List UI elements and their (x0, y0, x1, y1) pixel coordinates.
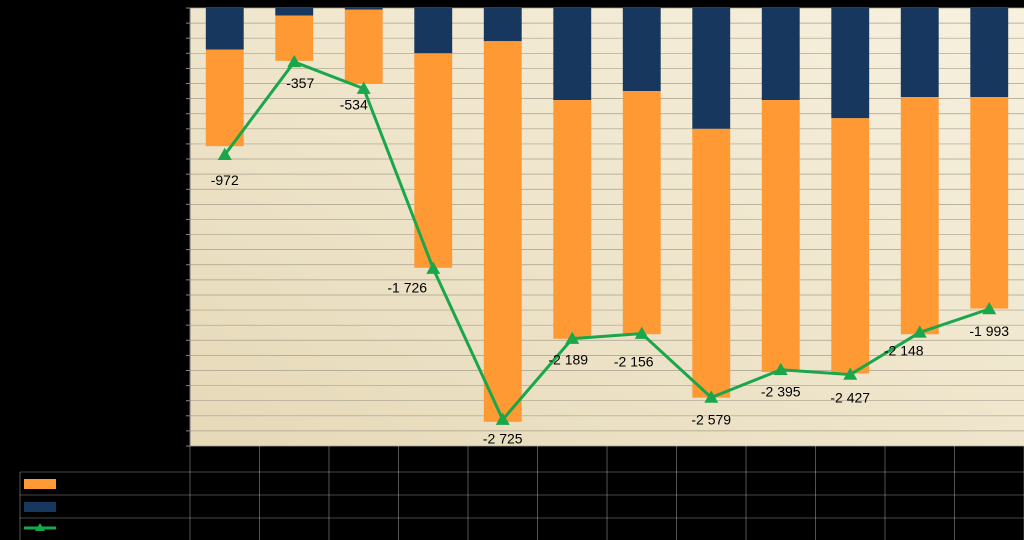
bar-navy (553, 8, 592, 101)
bar-navy (414, 8, 453, 54)
bar-navy (275, 8, 314, 16)
plot-area (190, 8, 1024, 446)
data-label: -1 993 (969, 323, 1009, 339)
bar-navy (483, 8, 522, 42)
data-label: -2 156 (614, 354, 654, 370)
bar-orange (831, 118, 870, 374)
bar-orange (344, 9, 383, 84)
line-point (773, 362, 788, 375)
line-point (634, 326, 649, 339)
bar-orange (900, 97, 939, 335)
bar-orange (692, 128, 731, 398)
data-label: -1 726 (387, 280, 427, 296)
data-labels: -972 -357 -534 -1 726 -2 725 -2 189 -2 156 -2 5… (211, 75, 1010, 447)
data-label: -2 725 (483, 431, 523, 447)
data-label: -2 189 (548, 352, 588, 368)
bar-orange (622, 91, 661, 335)
line-point (217, 147, 232, 161)
line-point (426, 261, 441, 274)
y-axis-ticks (186, 7, 190, 447)
bar-orange (970, 97, 1009, 309)
data-label: -534 (340, 97, 368, 113)
data-label: -2 395 (761, 384, 801, 400)
line-point (565, 331, 580, 344)
data-label: -2 148 (884, 342, 924, 358)
line-point (843, 367, 858, 380)
data-label: -2 427 (830, 390, 870, 406)
data-label: -357 (286, 75, 314, 91)
legend-key-marker (35, 523, 45, 531)
line-point (356, 81, 371, 94)
line-point (495, 412, 510, 425)
bar-navy (205, 8, 244, 50)
bar-orange (205, 49, 244, 147)
bar-orange (761, 100, 800, 372)
bar-navy (622, 8, 661, 92)
bar-navy (692, 8, 731, 129)
line-series (217, 54, 997, 425)
bar-navy (900, 8, 939, 98)
legend-keys (24, 479, 56, 531)
legend-key-orange (24, 479, 56, 489)
line-point (287, 54, 302, 68)
data-table (19, 446, 1024, 540)
line-path (223, 60, 990, 422)
line-point (982, 302, 997, 315)
bar-navy (761, 8, 800, 101)
gridlines (190, 7, 1024, 447)
line-point (912, 325, 927, 338)
bar-orange (275, 15, 314, 61)
data-label: -972 (211, 172, 239, 188)
legend-key-navy (24, 502, 56, 512)
bars (205, 8, 1009, 422)
bar-navy (344, 8, 383, 10)
line-point (704, 390, 719, 403)
bar-navy (831, 8, 870, 119)
bar-orange (483, 41, 522, 422)
bar-navy (970, 8, 1009, 98)
data-label: -2 579 (691, 412, 731, 428)
bar-orange (553, 100, 592, 339)
